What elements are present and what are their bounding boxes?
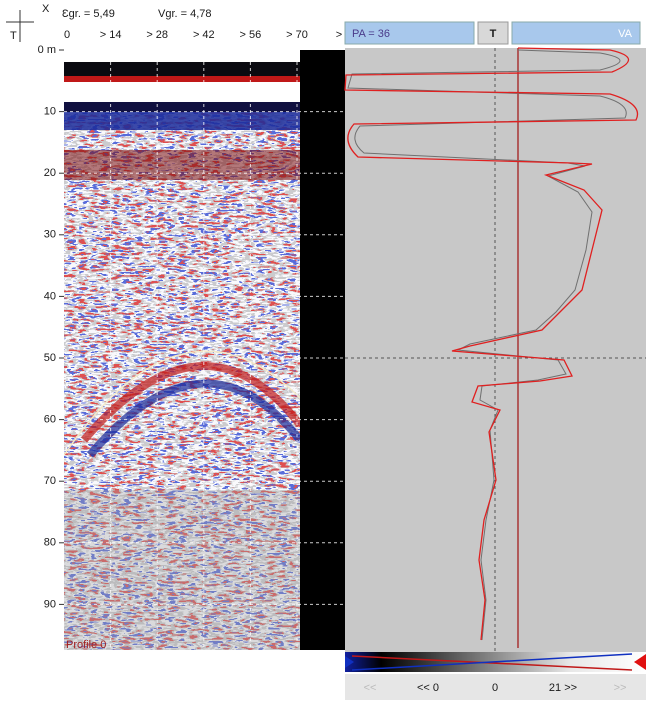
low-handle[interactable] — [345, 656, 354, 668]
header: X T Ɛgr. = 5,49 Vgr. = 4,78 — [6, 3, 212, 42]
t-label: T — [490, 28, 497, 40]
red-band — [64, 150, 300, 180]
x-tick-label: > 28 — [146, 29, 168, 41]
y-tick-label: 70 — [44, 475, 56, 487]
trace-red — [344, 47, 639, 641]
x-tick-label: > 14 — [100, 29, 122, 41]
gain-line-red — [351, 655, 633, 671]
y-tick-label: 40 — [44, 290, 56, 302]
y-tick-label: 30 — [44, 229, 56, 241]
nav-bar — [345, 674, 646, 700]
y-tick-label: 10 — [44, 106, 56, 118]
surface-dark — [64, 62, 300, 76]
x-tick-label: 0 — [64, 29, 70, 41]
gray-band — [64, 490, 300, 650]
hyperbola-blue — [86, 379, 300, 458]
surface-red — [64, 76, 300, 82]
high-handle[interactable] — [634, 654, 646, 670]
epsilon-readout: Ɛgr. = 5,49 — [62, 8, 115, 20]
black-margin — [300, 50, 345, 650]
gain-line-blue — [351, 653, 633, 671]
nav-next[interactable]: 21 >> — [549, 682, 577, 694]
y-tick-label: 0 m — [38, 44, 56, 56]
x-tick-label: > 42 — [193, 29, 215, 41]
va-box[interactable] — [511, 21, 641, 45]
trace-gray — [347, 49, 627, 641]
surface-white — [64, 50, 300, 62]
pa-box[interactable] — [344, 21, 475, 45]
x-icon-label: X — [42, 3, 50, 15]
va-label: VA — [618, 28, 633, 40]
surface-blue — [64, 112, 300, 130]
nav-current: 0 — [492, 682, 498, 694]
hyperbola-red — [80, 362, 300, 443]
nav-first[interactable]: << — [364, 682, 377, 694]
trace-panel: PA = 36 T VA — [344, 21, 646, 652]
x-axis: 0 > 14 > 28 > 42 > 56 > 70 > 8 — [64, 29, 352, 41]
nav-last[interactable]: >> — [614, 682, 627, 694]
velocity-readout: Vgr. = 4,78 — [158, 8, 212, 20]
surface-dark-2 — [64, 102, 300, 112]
surface-white-2 — [64, 82, 300, 102]
x-tick-label: > 56 — [240, 29, 262, 41]
pa-label: PA = 36 — [352, 28, 390, 40]
profile-label: Profile 0 — [66, 639, 106, 651]
y-tick-label: 80 — [44, 537, 56, 549]
x-tick-label: > 70 — [286, 29, 308, 41]
y-tick-label: 60 — [44, 414, 56, 426]
radargram — [64, 50, 300, 650]
x-tick-label: > 8 — [336, 29, 352, 41]
color-bar — [345, 652, 646, 672]
y-tick-label: 50 — [44, 352, 56, 364]
y-tick-label: 20 — [44, 167, 56, 179]
radargram-grid — [64, 50, 343, 650]
t-box[interactable] — [477, 21, 509, 45]
y-axis: 0 m 10 20 30 40 50 60 70 80 90 — [38, 44, 64, 610]
t-icon-label: T — [10, 30, 17, 42]
y-tick-label: 90 — [44, 598, 56, 610]
navigation: << << 0 0 21 >> >> — [345, 674, 646, 700]
nav-prev[interactable]: << 0 — [417, 682, 439, 694]
